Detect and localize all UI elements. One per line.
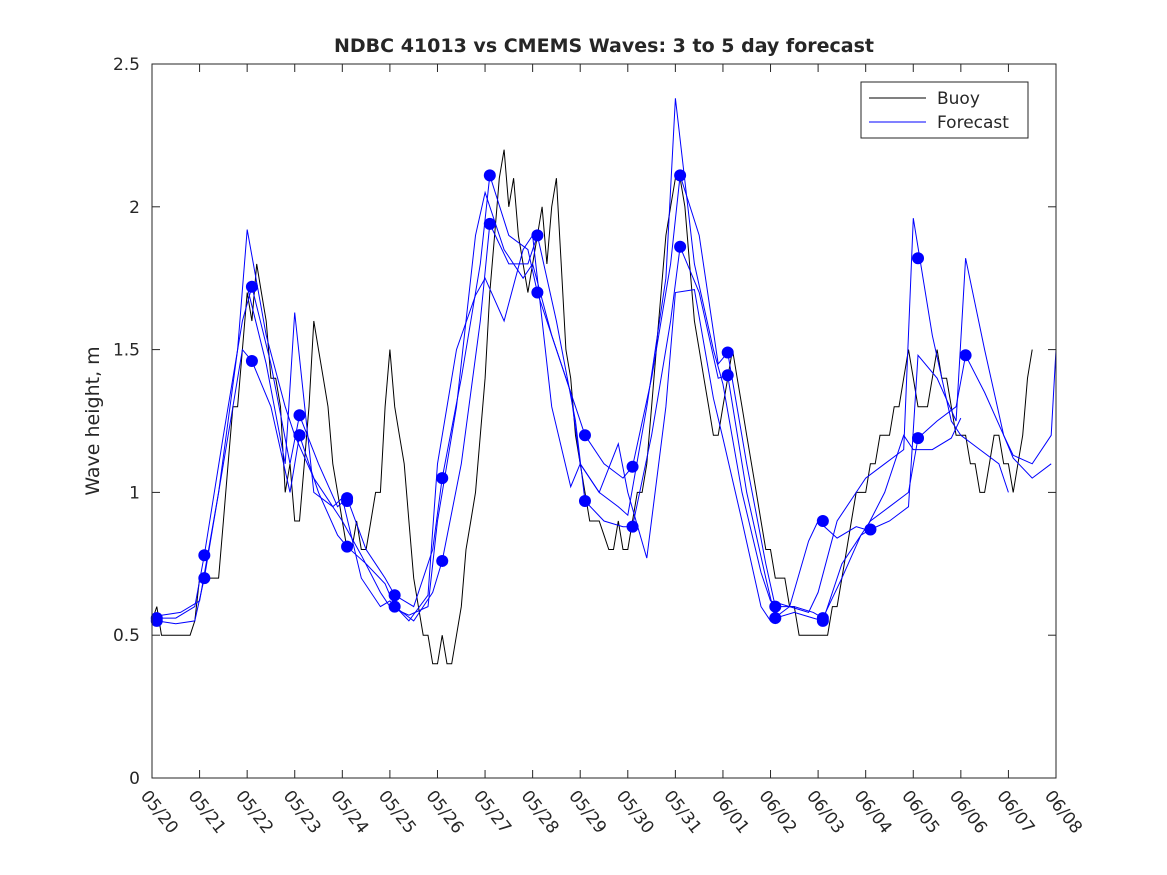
forecast-marker [721, 346, 734, 359]
forecast-marker [198, 549, 211, 562]
forecast-marker [293, 409, 306, 422]
forecast-marker [864, 523, 877, 536]
forecast-marker [388, 600, 401, 613]
x-tick-label: 06/06 [945, 787, 991, 838]
buoy-line [151, 149, 1033, 665]
forecast-marker [769, 600, 782, 613]
x-tick-label: 06/03 [802, 787, 848, 838]
forecast-marker [721, 369, 734, 382]
forecast-marker [341, 540, 354, 553]
x-tick-label: 06/04 [850, 787, 896, 838]
forecast-marker [769, 612, 782, 625]
forecast-marker [150, 614, 163, 627]
forecast-marker [674, 240, 687, 253]
forecast-marker [436, 472, 449, 485]
x-tick-label: 05/21 [184, 787, 230, 838]
x-tick-label: 05/30 [612, 787, 658, 838]
forecast-line-2 [156, 222, 1052, 625]
x-tick-label: 05/28 [517, 787, 563, 838]
chart-title: NDBC 41013 vs CMEMS Waves: 3 to 5 day fo… [334, 35, 874, 57]
forecast-marker [578, 494, 591, 507]
legend: Buoy Forecast [860, 81, 1029, 139]
forecast-marker [912, 432, 925, 445]
legend-label-forecast: Forecast [937, 113, 1009, 133]
x-tick-label: 05/25 [374, 787, 420, 838]
forecast-marker [483, 217, 496, 230]
plot-lines [151, 98, 1057, 665]
legend-box [860, 81, 1029, 139]
forecast-marker [912, 252, 925, 265]
x-tick-label: 05/29 [564, 787, 610, 838]
forecast-markers [150, 169, 972, 627]
x-tick-label: 05/20 [136, 787, 182, 838]
x-tick-label: 06/01 [707, 787, 753, 838]
forecast-marker [674, 169, 687, 182]
forecast-marker [245, 355, 258, 368]
y-tick-label: 2.5 [113, 55, 140, 75]
forecast-marker [626, 520, 639, 533]
forecast-marker [578, 429, 591, 442]
y-tick-label: 0 [129, 769, 140, 789]
forecast-marker [626, 460, 639, 473]
forecast-marker [816, 614, 829, 627]
forecast-marker [436, 554, 449, 567]
y-tick-label: 1 [129, 483, 140, 503]
x-tick-label: 05/22 [231, 787, 277, 838]
x-tick-label: 05/24 [326, 787, 372, 838]
forecast-marker [293, 429, 306, 442]
forecast-marker [531, 229, 544, 242]
axes-box [151, 63, 1057, 779]
y-axis-label: Wave height, m [82, 346, 104, 495]
forecast-marker [245, 280, 258, 293]
forecast-marker [341, 494, 354, 507]
x-tick-label: 06/02 [755, 787, 801, 838]
y-tick-label: 2 [129, 198, 140, 218]
forecast-line-4 [246, 233, 962, 622]
y-tick-label: 0.5 [113, 626, 140, 646]
x-tick-label: 05/26 [422, 787, 468, 838]
x-tick-label: 06/08 [1040, 787, 1086, 838]
x-tick-label: 06/05 [897, 787, 943, 838]
legend-label-buoy: Buoy [937, 89, 980, 109]
forecast-marker [198, 572, 211, 585]
forecast-marker [483, 169, 496, 182]
x-tick-label: 05/31 [659, 787, 705, 838]
forecast-marker [388, 589, 401, 602]
x-tick-label: 05/27 [469, 787, 515, 838]
forecast-marker [816, 514, 829, 527]
forecast-marker [531, 286, 544, 299]
y-tick-label: 1.5 [113, 341, 140, 361]
x-tick-label: 06/07 [992, 787, 1038, 838]
forecast-line-1 [156, 175, 1057, 619]
forecast-marker [959, 349, 972, 362]
x-tick-label: 05/23 [279, 787, 325, 838]
